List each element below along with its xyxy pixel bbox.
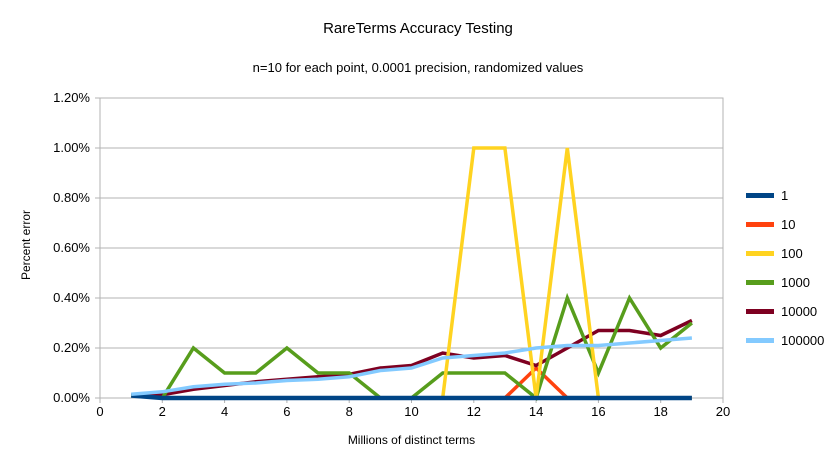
x-tick-label: 18: [653, 404, 668, 419]
legend-item-100000: 100000: [746, 326, 824, 355]
legend-swatch-icon: [746, 251, 774, 256]
legend-label: 100000: [781, 333, 825, 348]
legend-label: 10000: [781, 304, 818, 319]
series-line-100: [131, 146, 692, 400]
x-tick-label: 14: [528, 404, 544, 419]
legend-swatch-icon: [746, 193, 774, 198]
x-tick-label: 6: [283, 404, 291, 419]
series-line-1: [131, 393, 692, 401]
x-tick-label: 20: [715, 404, 731, 419]
legend-label: 1: [781, 188, 789, 203]
legend-item-10000: 10000: [746, 297, 824, 326]
legend-label: 100: [781, 246, 803, 261]
y-tick-label: 0.00%: [53, 390, 90, 405]
y-tick-label: 0.40%: [53, 290, 90, 305]
x-tick-label: 4: [220, 404, 229, 419]
legend-swatch-icon: [746, 222, 774, 227]
legend-swatch-icon: [746, 309, 774, 314]
legend: 1 10 100 1000 10000 100000: [746, 181, 824, 355]
chart-title: RareTerms Accuracy Testing: [323, 20, 513, 37]
series-line-10: [131, 365, 692, 400]
legend-label: 10: [781, 217, 796, 232]
series-line-100000: [131, 336, 693, 397]
x-tick-label: 8: [345, 404, 353, 419]
legend-swatch-icon: [746, 338, 774, 343]
y-tick-label: 0.60%: [53, 240, 90, 255]
y-tick-label: 0.20%: [53, 340, 90, 355]
legend-item-100: 100: [746, 239, 824, 268]
y-tick-label: 1.20%: [53, 90, 90, 105]
chart-subtitle: n=10 for each point, 0.0001 precision, r…: [252, 60, 584, 75]
legend-swatch-icon: [746, 280, 774, 285]
x-tick-label: 10: [404, 404, 419, 419]
x-tick-label: 0: [96, 404, 104, 419]
x-axis-title: Millions of distinct terms: [347, 433, 476, 447]
legend-item-1000: 1000: [746, 268, 824, 297]
x-tick-label: 12: [466, 404, 482, 419]
y-tick-label: 0.80%: [53, 190, 90, 205]
legend-label: 1000: [781, 275, 810, 290]
legend-item-10: 10: [746, 210, 824, 239]
x-tick-label: 16: [591, 404, 606, 419]
x-tick-label: 2: [158, 404, 166, 419]
y-tick-label: 1.00%: [53, 140, 90, 155]
legend-item-1: 1: [746, 181, 824, 210]
